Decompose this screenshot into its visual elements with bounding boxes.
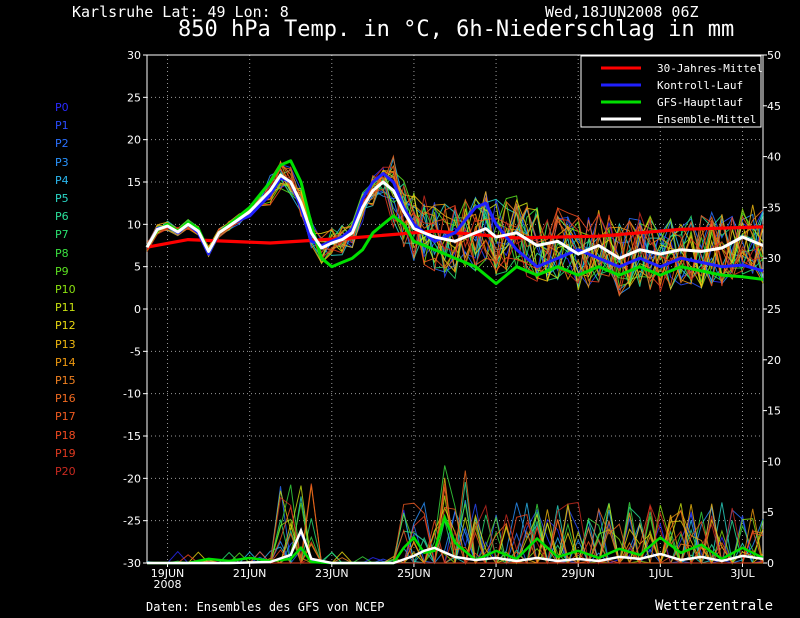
member-label-p9: P9 [55, 264, 69, 278]
precip-series-ensemble-mittel [147, 527, 764, 565]
chart-title: 850 hPa Temp. in °C, 6h-Niederschlag in … [178, 17, 735, 42]
run-datetime: Wed,18JUN2008 06Z [545, 3, 699, 21]
x-tick-label: 1JUL [648, 567, 673, 580]
legend-label-ensemble-mittel: Ensemble-Mittel [657, 113, 756, 126]
y-right-tick-label: 20 [767, 354, 781, 367]
member-label-p10: P10 [55, 283, 76, 296]
y-left-tick-label: -20 [123, 472, 141, 485]
y-right-tick-label: 10 [767, 455, 781, 468]
member-label-p19: P19 [55, 446, 76, 460]
y-left-tick-label: 10 [127, 218, 141, 231]
y-right-tick-label: 30 [767, 252, 781, 265]
x-tick-label: 23JUN [315, 567, 349, 580]
y-right-tick-label: 50 [767, 49, 781, 62]
y-left-tick-label: 30 [127, 49, 141, 62]
member-label-p15: P15 [55, 374, 76, 387]
member-label-p18: P18 [55, 428, 76, 442]
x-tick-label: 19JUN [151, 567, 185, 580]
y-right-tick-label: 25 [767, 303, 781, 316]
member-label-p12: P12 [55, 319, 76, 333]
y-right-tick-label: 15 [767, 405, 781, 418]
x-tick-label: 29JUN [561, 567, 595, 580]
y-left-tick-label: -30 [123, 557, 141, 570]
member-label-p7: P7 [55, 228, 69, 242]
y-left-tick-label: 20 [127, 134, 141, 147]
y-left-tick-label: -10 [123, 388, 141, 401]
y-right-tick-label: 35 [767, 201, 781, 214]
y-left-tick-label: -5 [130, 345, 141, 358]
y-left-tick-label: 15 [127, 176, 141, 189]
temp-series-ensemble-mittel [145, 173, 764, 260]
y-left-tick-label: 0 [134, 303, 141, 316]
member-label-p16: P16 [55, 392, 76, 406]
legend-label-kontroll-lauf: Kontroll-Lauf [657, 79, 743, 92]
member-label-p2: P2 [55, 137, 69, 151]
y-right-tick-label: 40 [767, 151, 781, 164]
y-right-tick-label: 5 [767, 506, 774, 519]
member-label-p8: P8 [55, 246, 69, 260]
y-left-tick-label: 25 [127, 91, 141, 104]
member-label-p6: P6 [55, 210, 69, 224]
member-label-p17: P17 [55, 410, 76, 424]
y-right-tick-label: 0 [767, 557, 774, 570]
brand-label: Wetterzentrale [655, 598, 774, 614]
x-tick-year-label: 2008 [154, 578, 182, 591]
y-left-tick-label: 5 [134, 261, 141, 274]
member-label-p0: P0 [55, 101, 69, 114]
member-label-p3: P3 [55, 155, 69, 169]
location-label: Karlsruhe Lat: 49 Lon: 8 [72, 3, 289, 21]
y-right-tick-label: 45 [767, 100, 781, 113]
legend-label-gfs-hauptlauf: GFS-Hauptlauf [657, 96, 743, 109]
precip-series-gfs-hauptlauf [147, 513, 764, 565]
member-label-p1: P1 [55, 119, 69, 133]
member-label-p14: P14 [55, 355, 76, 369]
member-label-p11: P11 [55, 301, 76, 315]
legend-label-30-jahres-mittel: 30-Jahres-Mittel [657, 62, 763, 75]
x-tick-label: 3JUL [730, 567, 755, 580]
data-source-label: Daten: Ensembles des GFS von NCEP [146, 600, 385, 614]
x-tick-label: 27JUN [479, 567, 513, 580]
x-tick-label: 25JUN [397, 567, 431, 580]
y-left-tick-label: -15 [123, 430, 141, 443]
member-label-p13: P13 [55, 337, 76, 351]
y-left-tick-label: -25 [123, 515, 141, 528]
member-label-p5: P5 [55, 192, 69, 205]
x-tick-label: 21JUN [233, 567, 267, 580]
member-label-p4: P4 [55, 173, 69, 187]
member-label-p20: P20 [55, 465, 76, 478]
